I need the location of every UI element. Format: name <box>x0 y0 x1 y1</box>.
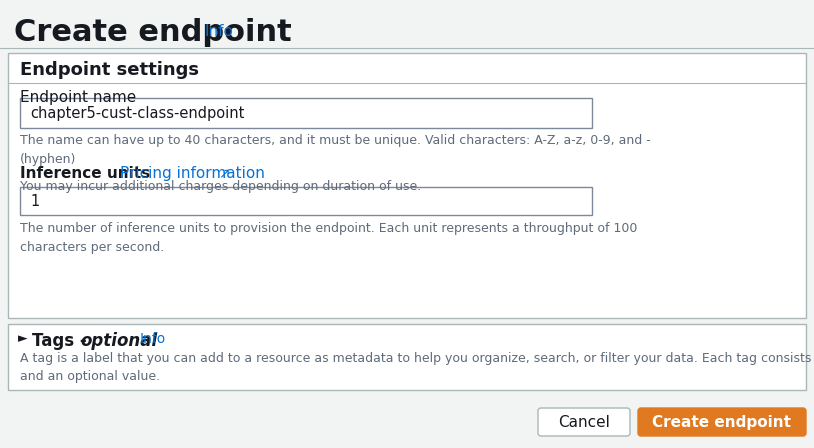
FancyBboxPatch shape <box>20 98 592 128</box>
Text: Pricing information: Pricing information <box>120 166 265 181</box>
Text: A tag is a label that you can add to a resource as metadata to help you organize: A tag is a label that you can add to a r… <box>20 352 814 383</box>
Text: optional: optional <box>80 332 157 350</box>
Text: Tags -: Tags - <box>32 332 93 350</box>
Text: You may incur additional charges depending on duration of use.: You may incur additional charges dependi… <box>20 180 422 193</box>
Text: Endpoint settings: Endpoint settings <box>20 61 199 79</box>
Text: 1: 1 <box>30 194 39 208</box>
Text: Create endpoint: Create endpoint <box>653 414 791 430</box>
FancyBboxPatch shape <box>638 408 806 436</box>
Text: Inference units: Inference units <box>20 166 150 181</box>
FancyBboxPatch shape <box>8 53 806 318</box>
Text: The name can have up to 40 characters, and it must be unique. Valid characters: : The name can have up to 40 characters, a… <box>20 134 650 166</box>
FancyBboxPatch shape <box>8 324 806 390</box>
Text: Info: Info <box>205 24 234 39</box>
Text: The number of inference units to provision the endpoint. Each unit represents a : The number of inference units to provisi… <box>20 222 637 254</box>
Text: Create endpoint: Create endpoint <box>14 18 291 47</box>
FancyBboxPatch shape <box>20 187 592 215</box>
FancyBboxPatch shape <box>538 408 630 436</box>
Text: ►: ► <box>18 332 28 345</box>
Text: Info: Info <box>140 332 166 346</box>
Text: Cancel: Cancel <box>558 414 610 430</box>
Text: ↗: ↗ <box>218 166 230 180</box>
Text: chapter5-cust-class-endpoint: chapter5-cust-class-endpoint <box>30 105 244 121</box>
Text: Endpoint name: Endpoint name <box>20 90 136 105</box>
